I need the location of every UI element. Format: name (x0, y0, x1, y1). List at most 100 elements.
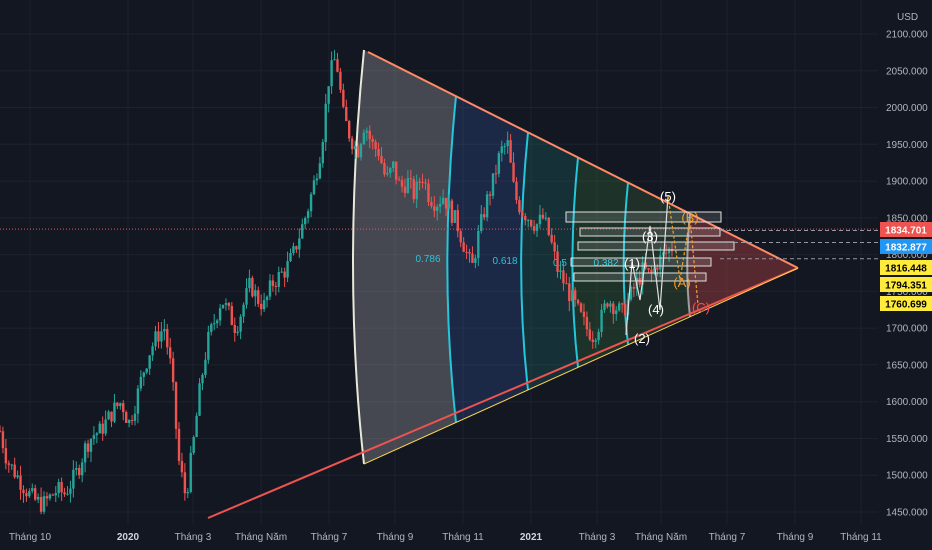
candle-body (204, 359, 207, 375)
candle-body (274, 285, 278, 287)
price-axis[interactable]: 2100.000 2050.000 2000.000 1950.000 1900.000… (880, 30, 932, 519)
zone-box[interactable] (573, 272, 707, 282)
candle-body (653, 267, 656, 274)
candle-body (664, 252, 668, 254)
candle-body (180, 460, 184, 473)
candle-body (450, 200, 454, 223)
y-tick-label: 1650.000 (886, 360, 928, 371)
candle-body (1, 431, 5, 449)
time-axis[interactable]: Tháng 10 2020 Tháng 3 Tháng Năm Tháng 7 Tháng… (9, 532, 882, 543)
candle-body (661, 252, 665, 256)
candle-body (532, 226, 536, 231)
fib-level-label: 0.786 (415, 254, 440, 265)
candle-body (521, 212, 524, 216)
candle-body (101, 423, 104, 434)
zone-box[interactable] (565, 211, 722, 223)
fan-lower-line[interactable] (207, 267, 799, 519)
candle-body (591, 339, 594, 342)
candle-body (397, 179, 401, 181)
candle-body (480, 214, 483, 231)
candle-body (22, 489, 25, 493)
candle-body (48, 494, 52, 499)
candle-body (644, 262, 647, 269)
candle-body (7, 463, 11, 465)
candle-body (119, 403, 122, 407)
candle-body (277, 272, 280, 287)
x-tick-label: Tháng Năm (635, 532, 687, 543)
candle-body (236, 331, 239, 333)
elliott-wave-path (625, 195, 669, 336)
candle-body (482, 214, 486, 218)
currency-label[interactable]: USD (897, 12, 918, 23)
candle-body (292, 246, 295, 253)
candle-body (512, 162, 515, 182)
candle-body (251, 277, 254, 297)
candle-body (565, 283, 568, 285)
candle-body (148, 355, 151, 369)
candle-body (538, 214, 542, 225)
candle-body (192, 437, 195, 453)
candle-body (31, 488, 34, 492)
candle-body (339, 71, 342, 90)
x-tick-label: Tháng 3 (579, 532, 616, 543)
candle-body (333, 59, 336, 61)
candle-body (189, 452, 192, 492)
candle-body (63, 492, 66, 495)
x-tick-label: 2020 (117, 532, 140, 543)
candle-body (547, 217, 550, 235)
candle-body (69, 488, 72, 494)
candle-body (174, 382, 178, 429)
candle-body (98, 423, 101, 434)
candle-body (368, 130, 371, 139)
candle-body (54, 493, 57, 496)
candle-body (553, 242, 556, 252)
candle-body (550, 234, 553, 243)
candle-body (544, 217, 548, 219)
candle-body (594, 340, 597, 342)
candle-body (600, 309, 603, 332)
candle-body (597, 331, 600, 341)
y-tick-label: 1700.000 (886, 324, 928, 335)
price-badge (880, 260, 932, 275)
candle-body (83, 443, 87, 463)
candle-body (221, 304, 225, 309)
candle-body (227, 303, 231, 307)
candle-body (60, 482, 63, 493)
fan-upper-line[interactable] (367, 51, 799, 269)
wave-label: (5) (660, 189, 676, 204)
candle-body (163, 329, 166, 332)
candle-body (336, 59, 339, 72)
candle-body (456, 210, 459, 232)
candle-body (629, 286, 633, 300)
y-tick-label: 1600.000 (886, 397, 928, 408)
candle-body (406, 178, 410, 193)
wave-label: (4) (648, 302, 664, 317)
x-tick-label: Tháng 11 (442, 532, 484, 543)
candle-body (424, 182, 427, 184)
candle-body (130, 420, 134, 422)
y-tick-label: 1750.000 (886, 287, 928, 298)
chart-grid (0, 0, 878, 525)
candle-body (57, 482, 60, 494)
candle-body (248, 277, 251, 289)
candle-body (171, 358, 175, 383)
zone-box[interactable] (570, 257, 712, 267)
candle-body (198, 383, 201, 416)
candle-body (400, 180, 404, 187)
candle-body (453, 210, 457, 223)
candle-body (620, 303, 624, 305)
wave-label: (2) (634, 331, 650, 346)
candle-body (218, 308, 222, 321)
candle-body (154, 331, 157, 347)
zone-box[interactable] (577, 241, 735, 251)
candle-body (345, 106, 348, 122)
candle-body (415, 181, 418, 200)
candle-body (327, 86, 330, 104)
candle-body (239, 316, 242, 332)
drawing-overlays[interactable]: (5) (3)(1) (4) (2) (B) (A)(C) (0, 189, 878, 346)
candle-body (588, 329, 592, 340)
candle-body (509, 140, 512, 163)
candle-body (286, 261, 289, 278)
